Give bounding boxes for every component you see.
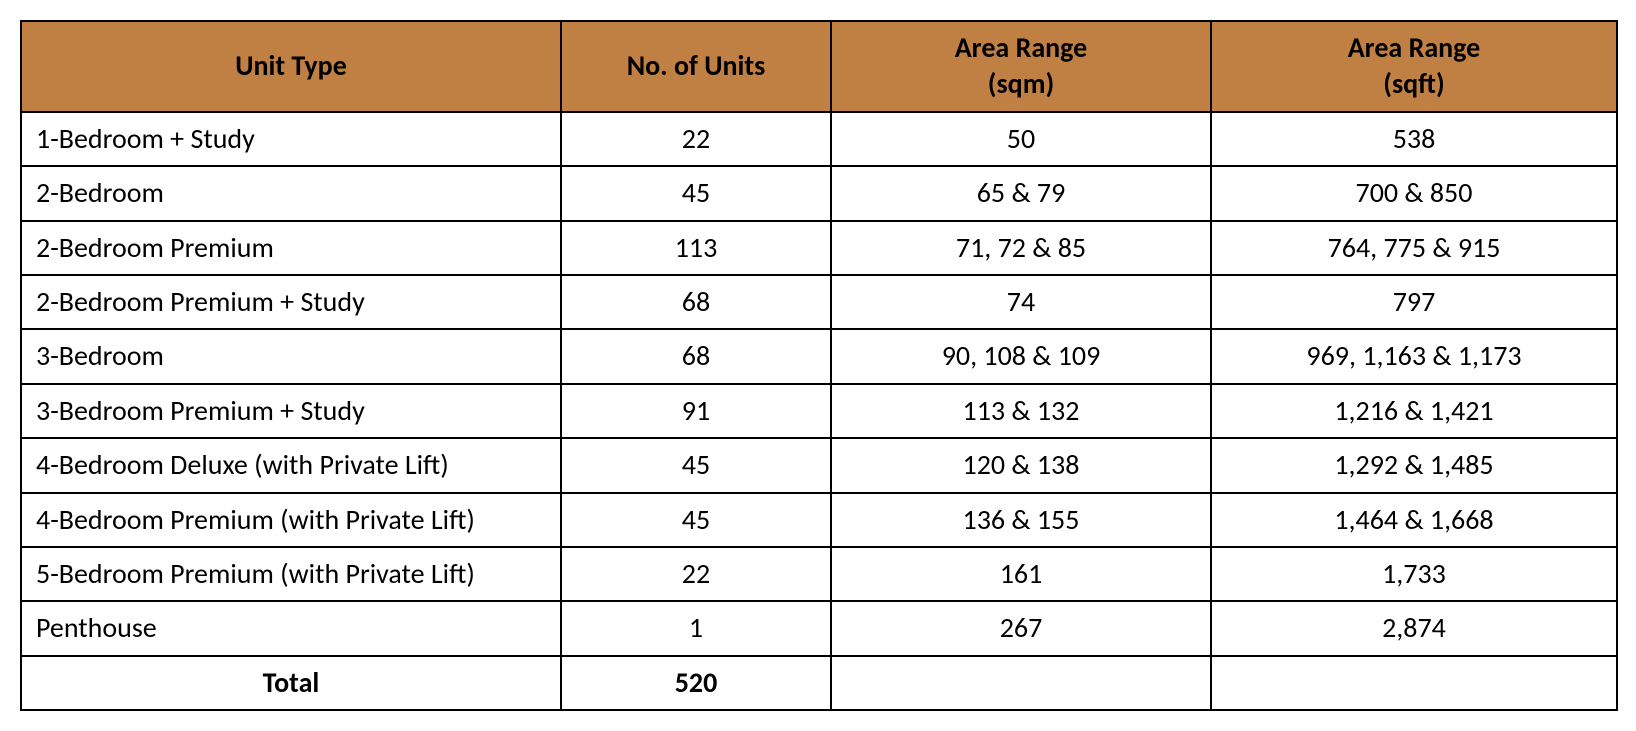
cell-sqft: 797 (1211, 275, 1617, 329)
cell-sqft: 1,292 & 1,485 (1211, 438, 1617, 492)
total-label: Total (21, 656, 561, 710)
cell-unit-type: 2-Bedroom (21, 166, 561, 220)
cell-sqm: 71, 72 & 85 (831, 221, 1211, 275)
cell-unit-type: 2-Bedroom Premium (21, 221, 561, 275)
cell-units: 45 (561, 438, 831, 492)
table-row: 3-Bedroom Premium + Study91113 & 1321,21… (21, 384, 1617, 438)
cell-sqft: 1,216 & 1,421 (1211, 384, 1617, 438)
table-header: Unit Type No. of Units Area Range(sqm) A… (21, 21, 1617, 112)
cell-sqm: 113 & 132 (831, 384, 1211, 438)
table-row: 2-Bedroom Premium + Study6874797 (21, 275, 1617, 329)
cell-unit-type: 4-Bedroom Premium (with Private Lift) (21, 493, 561, 547)
cell-unit-type: 3-Bedroom (21, 329, 561, 383)
cell-units: 68 (561, 329, 831, 383)
table-row: 2-Bedroom Premium11371, 72 & 85764, 775 … (21, 221, 1617, 275)
cell-sqft: 764, 775 & 915 (1211, 221, 1617, 275)
table-body: 1-Bedroom + Study22505382-Bedroom4565 & … (21, 112, 1617, 710)
cell-unit-type: 1-Bedroom + Study (21, 112, 561, 166)
cell-sqft: 700 & 850 (1211, 166, 1617, 220)
cell-unit-type: 5-Bedroom Premium (with Private Lift) (21, 547, 561, 601)
cell-units: 113 (561, 221, 831, 275)
total-sqft (1211, 656, 1617, 710)
cell-sqm: 161 (831, 547, 1211, 601)
col-header-area-sqft: Area Range(sqft) (1211, 21, 1617, 112)
table-row: 4-Bedroom Premium (with Private Lift)451… (21, 493, 1617, 547)
cell-unit-type: 3-Bedroom Premium + Study (21, 384, 561, 438)
cell-sqm: 50 (831, 112, 1211, 166)
cell-units: 22 (561, 112, 831, 166)
total-units: 520 (561, 656, 831, 710)
cell-units: 1 (561, 601, 831, 655)
table-row: 3-Bedroom6890, 108 & 109969, 1,163 & 1,1… (21, 329, 1617, 383)
cell-sqm: 74 (831, 275, 1211, 329)
table-row: 2-Bedroom4565 & 79700 & 850 (21, 166, 1617, 220)
col-header-area-sqm: Area Range(sqm) (831, 21, 1211, 112)
table-total-row: Total520 (21, 656, 1617, 710)
cell-unit-type: Penthouse (21, 601, 561, 655)
cell-units: 68 (561, 275, 831, 329)
col-header-no-units: No. of Units (561, 21, 831, 112)
cell-sqft: 1,464 & 1,668 (1211, 493, 1617, 547)
cell-sqm: 90, 108 & 109 (831, 329, 1211, 383)
cell-unit-type: 2-Bedroom Premium + Study (21, 275, 561, 329)
cell-unit-type: 4-Bedroom Deluxe (with Private Lift) (21, 438, 561, 492)
cell-units: 45 (561, 166, 831, 220)
cell-units: 22 (561, 547, 831, 601)
table-row: Penthouse12672,874 (21, 601, 1617, 655)
cell-sqft: 538 (1211, 112, 1617, 166)
table-row: 5-Bedroom Premium (with Private Lift)221… (21, 547, 1617, 601)
col-header-unit-type: Unit Type (21, 21, 561, 112)
table-row: 4-Bedroom Deluxe (with Private Lift)4512… (21, 438, 1617, 492)
table-row: 1-Bedroom + Study2250538 (21, 112, 1617, 166)
total-sqm (831, 656, 1211, 710)
cell-sqft: 969, 1,163 & 1,173 (1211, 329, 1617, 383)
cell-sqft: 1,733 (1211, 547, 1617, 601)
cell-sqm: 267 (831, 601, 1211, 655)
cell-sqm: 120 & 138 (831, 438, 1211, 492)
cell-units: 91 (561, 384, 831, 438)
cell-units: 45 (561, 493, 831, 547)
cell-sqm: 136 & 155 (831, 493, 1211, 547)
cell-sqm: 65 & 79 (831, 166, 1211, 220)
unit-mix-table: Unit Type No. of Units Area Range(sqm) A… (20, 20, 1618, 711)
cell-sqft: 2,874 (1211, 601, 1617, 655)
